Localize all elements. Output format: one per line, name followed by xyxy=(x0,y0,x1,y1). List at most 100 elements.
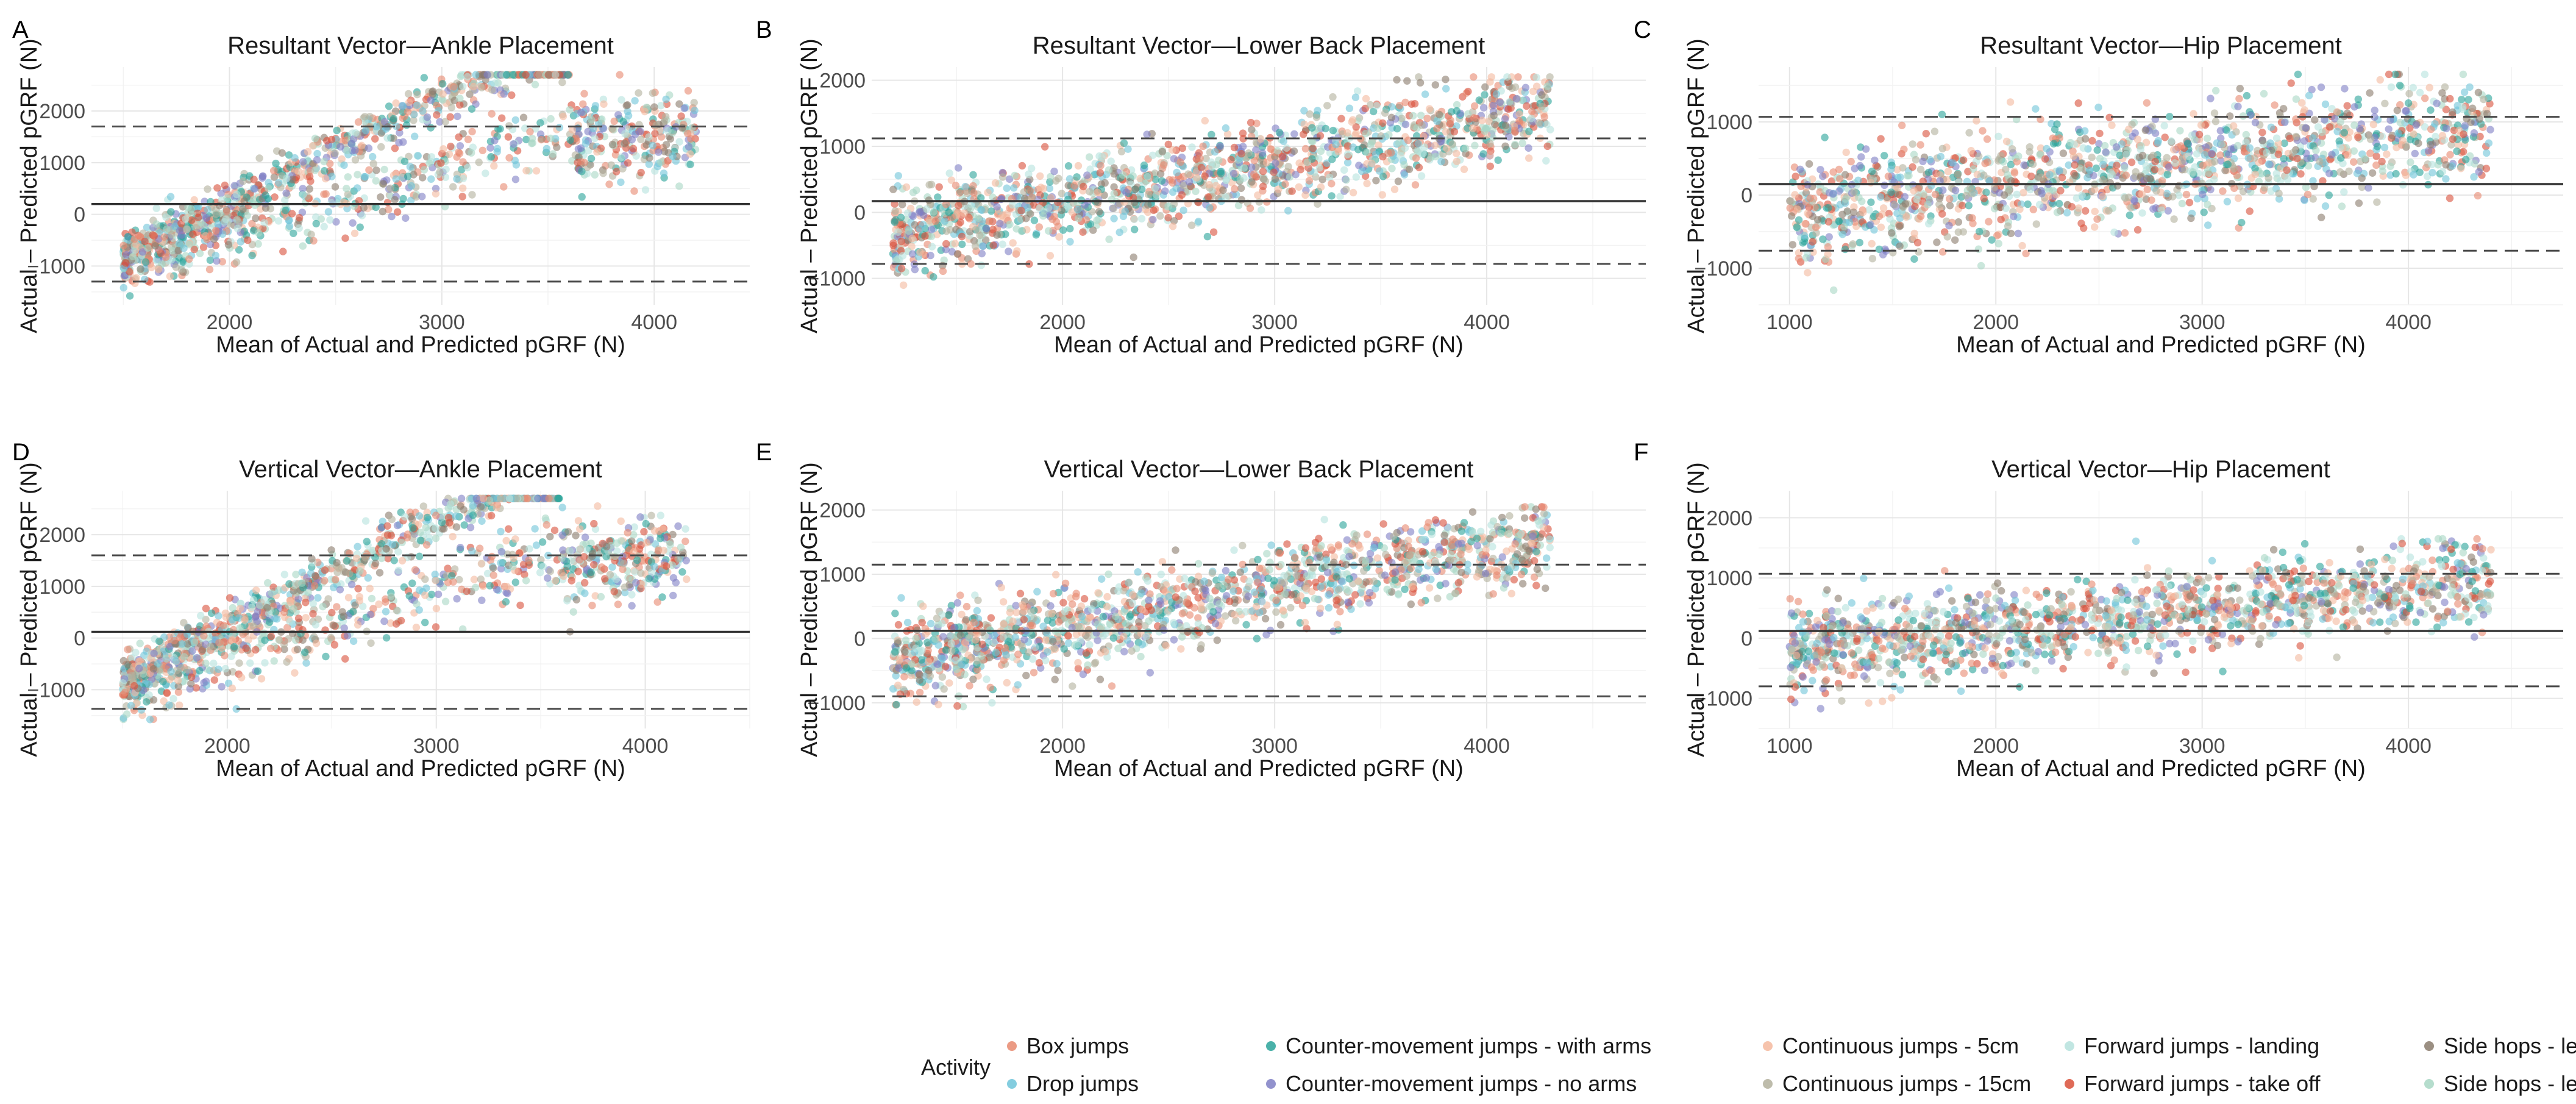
data-point xyxy=(2482,165,2491,173)
data-point xyxy=(1073,173,1081,181)
data-point xyxy=(2474,191,2482,200)
data-point xyxy=(1527,115,1535,123)
x-tick-label: 3000 xyxy=(419,311,465,334)
data-point xyxy=(388,212,396,221)
data-point xyxy=(2302,124,2310,132)
data-point xyxy=(1366,101,1375,109)
data-point xyxy=(1417,112,1425,119)
data-point xyxy=(1008,201,1017,209)
points xyxy=(889,73,1554,289)
data-point xyxy=(1387,113,1396,121)
data-point xyxy=(1427,153,1435,161)
data-point xyxy=(1050,167,1058,176)
y-axis-title: Actual – Predicted pGRF (N) xyxy=(797,38,822,333)
data-point xyxy=(305,173,314,180)
data-point xyxy=(1418,121,1426,129)
data-point xyxy=(305,185,313,193)
data-point xyxy=(180,244,188,252)
data-point xyxy=(559,112,568,121)
data-point xyxy=(2460,148,2467,155)
data-point xyxy=(456,94,464,102)
data-point xyxy=(265,184,272,192)
data-point xyxy=(163,226,171,233)
data-point xyxy=(2432,132,2439,141)
data-point xyxy=(299,242,307,250)
data-point xyxy=(1939,186,1947,194)
data-point xyxy=(531,80,539,88)
data-point xyxy=(1965,129,1973,137)
data-point xyxy=(1170,155,1178,163)
data-point xyxy=(958,240,966,248)
data-point xyxy=(141,237,149,246)
data-point xyxy=(2059,149,2068,157)
data-point xyxy=(916,248,924,257)
data-point xyxy=(1962,191,1970,200)
data-point xyxy=(1079,228,1087,236)
data-point xyxy=(528,140,536,148)
data-point xyxy=(441,173,450,181)
data-point xyxy=(971,242,980,250)
data-point xyxy=(427,124,435,132)
data-point xyxy=(537,135,546,144)
data-point xyxy=(166,272,174,280)
data-point xyxy=(1368,138,1376,146)
data-point xyxy=(1192,187,1200,196)
data-point xyxy=(681,525,689,533)
data-point xyxy=(1336,193,1344,201)
data-point xyxy=(1976,227,1984,236)
data-point xyxy=(264,194,272,203)
data-point xyxy=(351,146,359,154)
data-point xyxy=(613,168,621,176)
data-point xyxy=(433,111,441,119)
data-point xyxy=(2121,164,2129,172)
data-point xyxy=(897,265,906,272)
data-point xyxy=(2470,129,2478,137)
data-point xyxy=(326,160,334,168)
data-point xyxy=(2238,218,2246,227)
data-point xyxy=(2458,105,2467,113)
data-point xyxy=(390,134,397,142)
data-point xyxy=(177,266,185,274)
data-point xyxy=(2049,140,2058,148)
data-point xyxy=(212,210,220,218)
data-point xyxy=(1185,178,1194,186)
data-point xyxy=(320,190,328,198)
data-point xyxy=(1217,168,1225,176)
data-point xyxy=(1150,206,1158,215)
data-point xyxy=(2303,154,2311,163)
data-point xyxy=(450,83,458,91)
data-point xyxy=(1796,165,1804,173)
data-point xyxy=(194,213,202,221)
data-point xyxy=(1240,164,1248,172)
data-point xyxy=(2466,83,2474,91)
data-point xyxy=(2409,84,2417,91)
data-point xyxy=(167,208,175,216)
data-point xyxy=(1022,215,1030,223)
data-point xyxy=(1237,150,1245,158)
data-point xyxy=(552,71,560,79)
data-point xyxy=(2101,141,2109,150)
data-point xyxy=(410,110,418,118)
data-point xyxy=(2350,103,2358,111)
data-point xyxy=(945,208,953,216)
data-point xyxy=(624,112,633,119)
data-point xyxy=(1080,182,1087,191)
data-point xyxy=(680,104,688,112)
data-point xyxy=(288,210,296,218)
data-point xyxy=(587,154,596,163)
data-point xyxy=(1788,212,1796,220)
data-point xyxy=(2043,144,2051,153)
data-point xyxy=(1161,187,1169,195)
data-point xyxy=(2368,169,2377,177)
data-point xyxy=(2071,161,2079,169)
data-point xyxy=(1812,223,1820,231)
data-point xyxy=(313,149,321,158)
data-point xyxy=(2258,129,2266,137)
data-point xyxy=(423,113,432,121)
data-point xyxy=(536,119,544,127)
data-point xyxy=(404,90,413,98)
data-point xyxy=(1281,180,1289,188)
data-point xyxy=(1448,108,1456,116)
data-point xyxy=(1110,190,1118,198)
data-point xyxy=(591,171,599,179)
